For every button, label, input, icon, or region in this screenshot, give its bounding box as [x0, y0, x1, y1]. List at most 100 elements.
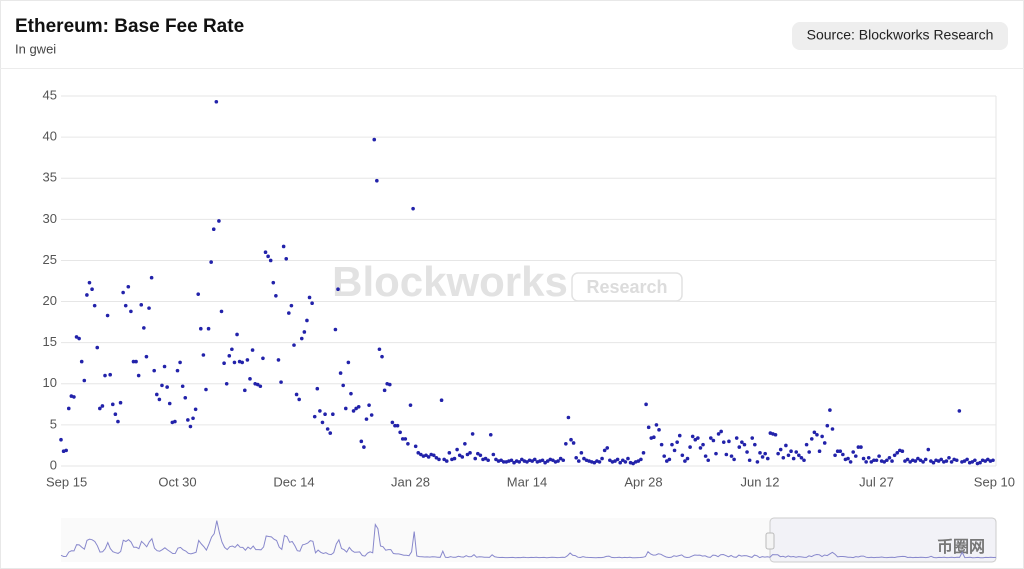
y-tick-label: 25: [43, 252, 57, 267]
point: [219, 309, 224, 314]
point: [543, 460, 547, 465]
point: [240, 360, 245, 365]
point: [662, 454, 667, 458]
point: [380, 354, 384, 359]
point: [476, 451, 480, 456]
point: [193, 407, 198, 412]
point: [118, 400, 123, 405]
point: [463, 442, 467, 446]
point: [59, 437, 63, 442]
point: [434, 455, 439, 460]
point: [307, 295, 312, 300]
point: [620, 458, 625, 463]
point: [214, 99, 219, 104]
point: [131, 359, 136, 364]
source-text[interactable]: Source: Blockworks Research: [807, 27, 994, 43]
point: [408, 403, 413, 407]
point: [905, 457, 910, 462]
point: [276, 358, 281, 362]
point: [709, 436, 713, 440]
source-badge[interactable]: [792, 22, 1008, 50]
point: [199, 326, 203, 331]
point: [320, 420, 325, 425]
point: [289, 303, 294, 308]
point: [962, 459, 967, 463]
point: [491, 452, 496, 457]
point: [807, 450, 811, 454]
point: [165, 385, 169, 389]
point: [460, 455, 465, 459]
point: [566, 415, 571, 420]
point: [729, 454, 734, 458]
point: [338, 371, 343, 375]
point: [701, 442, 705, 447]
point: [727, 439, 731, 444]
point: [473, 456, 478, 461]
point: [465, 452, 470, 457]
point: [116, 419, 120, 424]
y-tick-label: 0: [50, 457, 57, 472]
x-tick-label: Jul 27: [859, 474, 894, 489]
point: [659, 442, 664, 447]
point: [856, 445, 861, 449]
point: [957, 409, 962, 413]
point: [830, 427, 835, 431]
point: [973, 458, 977, 463]
point: [204, 387, 208, 392]
point: [706, 458, 711, 463]
point: [95, 345, 100, 350]
point: [284, 257, 289, 261]
point: [615, 457, 620, 462]
point: [121, 290, 125, 295]
point: [776, 451, 780, 456]
point: [540, 458, 545, 463]
point: [305, 318, 309, 323]
point: [426, 455, 431, 459]
point: [126, 284, 131, 289]
point: [561, 458, 566, 463]
point: [600, 456, 604, 461]
point: [325, 427, 330, 431]
navigator[interactable]: [61, 518, 996, 562]
point: [77, 336, 81, 341]
point: [605, 446, 610, 450]
point: [652, 435, 656, 440]
x-tick-label: Sep 10: [974, 474, 1015, 489]
point: [147, 306, 151, 310]
point: [173, 419, 177, 424]
point: [618, 460, 622, 465]
point: [90, 287, 94, 292]
point: [913, 459, 918, 463]
point: [468, 451, 472, 455]
point: [690, 434, 695, 439]
point: [872, 458, 876, 463]
point: [364, 417, 369, 421]
point: [698, 446, 703, 450]
point: [835, 449, 840, 454]
point: [558, 456, 563, 461]
point: [154, 392, 159, 397]
point: [261, 356, 265, 361]
point: [271, 280, 276, 285]
point: [416, 451, 421, 455]
point: [579, 451, 584, 455]
point: [742, 442, 747, 447]
point: [501, 460, 506, 464]
point: [447, 451, 452, 455]
point: [654, 423, 659, 427]
point: [398, 430, 402, 435]
point: [400, 437, 405, 441]
chart-title: Ethereum: Base Fee Rate: [15, 16, 244, 37]
point: [393, 423, 397, 428]
point: [781, 455, 786, 460]
point: [791, 456, 796, 461]
point: [201, 353, 206, 357]
point: [846, 456, 850, 461]
point: [287, 311, 291, 315]
navigator-handle[interactable]: [765, 532, 775, 550]
point: [312, 414, 317, 419]
point: [478, 453, 483, 458]
point: [576, 459, 581, 463]
point: [734, 436, 739, 440]
point: [564, 442, 568, 446]
